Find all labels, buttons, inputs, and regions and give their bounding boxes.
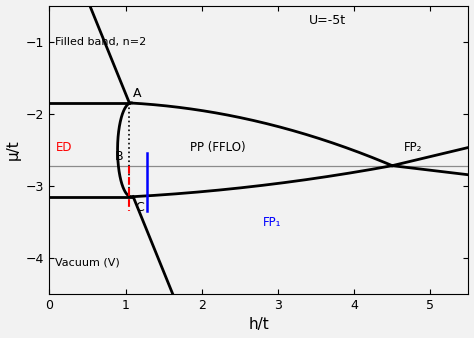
Text: FP₁: FP₁ bbox=[263, 216, 281, 228]
Text: Filled band, n=2: Filled band, n=2 bbox=[55, 37, 146, 47]
Text: ED: ED bbox=[55, 141, 72, 154]
Text: U=-5t: U=-5t bbox=[309, 14, 346, 27]
Text: C: C bbox=[136, 201, 144, 214]
Text: PP (FFLO): PP (FFLO) bbox=[191, 141, 246, 154]
Text: Vacuum (V): Vacuum (V) bbox=[55, 257, 120, 267]
Y-axis label: μ/t: μ/t bbox=[6, 139, 20, 160]
Text: B: B bbox=[115, 150, 123, 163]
Text: FP₂: FP₂ bbox=[404, 141, 422, 154]
X-axis label: h/t: h/t bbox=[248, 317, 269, 333]
Text: A: A bbox=[133, 87, 142, 100]
